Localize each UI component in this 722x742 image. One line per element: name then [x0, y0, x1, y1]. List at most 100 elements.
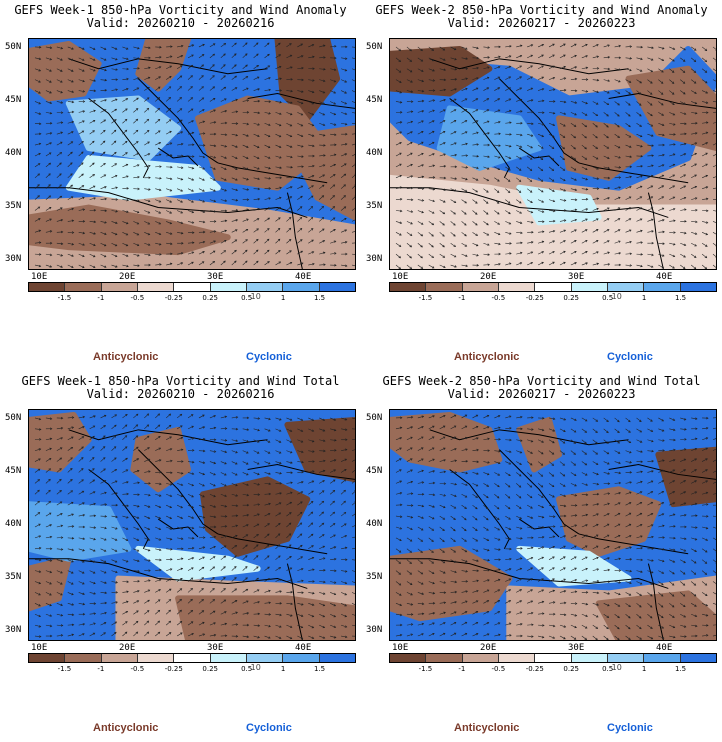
color-bar-swatch	[572, 283, 608, 291]
color-bar-swatch	[29, 654, 65, 662]
color-bar-swatch	[65, 283, 101, 291]
color-bar-swatch	[102, 654, 138, 662]
color-bar-unit: 10	[251, 663, 261, 672]
color-bar-swatch	[426, 283, 462, 291]
color-bar-tick: -1.5	[58, 294, 72, 302]
panel-week2-anomaly: GEFS Week-2 850-hPa Vorticity and Wind A…	[361, 0, 722, 371]
color-bar-tick: -1.5	[58, 665, 72, 673]
color-bar-tick: -1	[458, 294, 465, 302]
color-bar-tick: 0.25	[202, 294, 218, 302]
color-bar	[28, 653, 356, 663]
color-bar-swatch	[247, 283, 283, 291]
panel-valid-dates: Valid: 20260210 - 20260216	[0, 17, 361, 30]
color-bar-swatch	[681, 283, 716, 291]
latitude-label: 30N	[366, 254, 382, 264]
anticyclonic-label: Anticyclonic	[93, 351, 158, 363]
color-bar-swatch	[174, 283, 210, 291]
color-bar-tick: -1.5	[419, 294, 433, 302]
longitude-label: 40E	[295, 272, 311, 282]
longitude-label: 20E	[480, 272, 496, 282]
color-bar-swatch	[535, 283, 571, 291]
color-bar-tick: 1.5	[675, 294, 686, 302]
color-bar-tick: 1	[642, 294, 646, 302]
color-bar-swatch	[211, 283, 247, 291]
longitude-label: 10E	[31, 272, 47, 282]
color-bar-swatch	[320, 654, 355, 662]
color-bar-swatch	[499, 283, 535, 291]
latitude-label: 35N	[5, 572, 21, 582]
latitude-label: 35N	[366, 201, 382, 211]
color-bar-unit: 10	[612, 292, 622, 301]
latitude-label: 40N	[5, 519, 21, 529]
color-bar-swatch	[247, 654, 283, 662]
vorticity-map	[28, 409, 356, 641]
color-bar	[28, 282, 356, 292]
color-bar-swatch	[29, 283, 65, 291]
longitude-label: 30E	[568, 272, 584, 282]
color-bar-swatch	[283, 654, 319, 662]
color-bar-swatch	[138, 654, 174, 662]
latitude-label: 45N	[5, 95, 21, 105]
latitude-label: 50N	[5, 42, 21, 52]
panel-week2-total: GEFS Week-2 850-hPa Vorticity and Wind T…	[361, 371, 722, 742]
latitude-label: 30N	[5, 625, 21, 635]
longitude-label: 40E	[656, 272, 672, 282]
latitude-label: 45N	[366, 95, 382, 105]
color-bar-tick: -0.5	[130, 665, 144, 673]
longitude-label: 10E	[31, 643, 47, 653]
cyclonic-label: Cyclonic	[607, 351, 653, 363]
latitude-label: 40N	[5, 148, 21, 158]
color-bar-swatch	[138, 283, 174, 291]
color-bar-tick: 1	[281, 665, 285, 673]
longitude-label: 40E	[295, 643, 311, 653]
color-bar-tick: -1	[97, 665, 104, 673]
panel-valid-dates: Valid: 20260217 - 20260223	[361, 17, 722, 30]
color-bar-tick: 1.5	[314, 665, 325, 673]
vorticity-map	[28, 38, 356, 270]
color-bar-tick: 0.25	[563, 294, 579, 302]
cyclonic-label: Cyclonic	[246, 351, 292, 363]
latitude-label: 40N	[366, 148, 382, 158]
panel-week1-total: GEFS Week-1 850-hPa Vorticity and Wind T…	[0, 371, 361, 742]
color-bar-swatch	[211, 654, 247, 662]
color-bar-tick: -0.25	[526, 294, 544, 302]
color-bar-tick: 1	[281, 294, 285, 302]
panel-week1-anomaly: GEFS Week-1 850-hPa Vorticity and Wind A…	[0, 0, 361, 371]
color-bar-tick: 1.5	[314, 294, 325, 302]
anticyclonic-label: Anticyclonic	[93, 722, 158, 734]
longitude-label: 30E	[207, 272, 223, 282]
latitude-label: 50N	[5, 413, 21, 423]
panel-valid-dates: Valid: 20260217 - 20260223	[361, 388, 722, 401]
longitude-label: 30E	[207, 643, 223, 653]
latitude-label: 30N	[5, 254, 21, 264]
color-bar-swatch	[283, 283, 319, 291]
vorticity-region	[178, 598, 355, 640]
longitude-label: 20E	[119, 272, 135, 282]
longitude-label: 10E	[392, 272, 408, 282]
panel-valid-dates: Valid: 20260210 - 20260216	[0, 388, 361, 401]
color-bar-swatch	[174, 654, 210, 662]
vorticity-map	[389, 409, 717, 641]
latitude-label: 35N	[5, 201, 21, 211]
longitude-label: 20E	[119, 643, 135, 653]
color-bar-tick: -0.25	[165, 294, 183, 302]
color-bar-tick: -0.25	[165, 665, 183, 673]
anticyclonic-label: Anticyclonic	[454, 351, 519, 363]
latitude-label: 45N	[5, 466, 21, 476]
color-bar	[389, 282, 717, 292]
color-bar-unit: 10	[251, 292, 261, 301]
color-bar-swatch	[320, 283, 355, 291]
color-bar-swatch	[65, 654, 101, 662]
color-bar-tick: 0.25	[202, 665, 218, 673]
vorticity-map	[389, 38, 717, 270]
color-bar-swatch	[390, 283, 426, 291]
color-bar-tick: -0.5	[130, 294, 144, 302]
color-bar-swatch	[102, 283, 138, 291]
color-bar-swatch	[644, 283, 680, 291]
color-bar-tick: -0.5	[491, 294, 505, 302]
color-bar-swatch	[463, 283, 499, 291]
cyclonic-label: Cyclonic	[246, 722, 292, 734]
latitude-label: 50N	[366, 42, 382, 52]
color-bar-swatch	[608, 283, 644, 291]
vorticity-region	[599, 593, 716, 640]
